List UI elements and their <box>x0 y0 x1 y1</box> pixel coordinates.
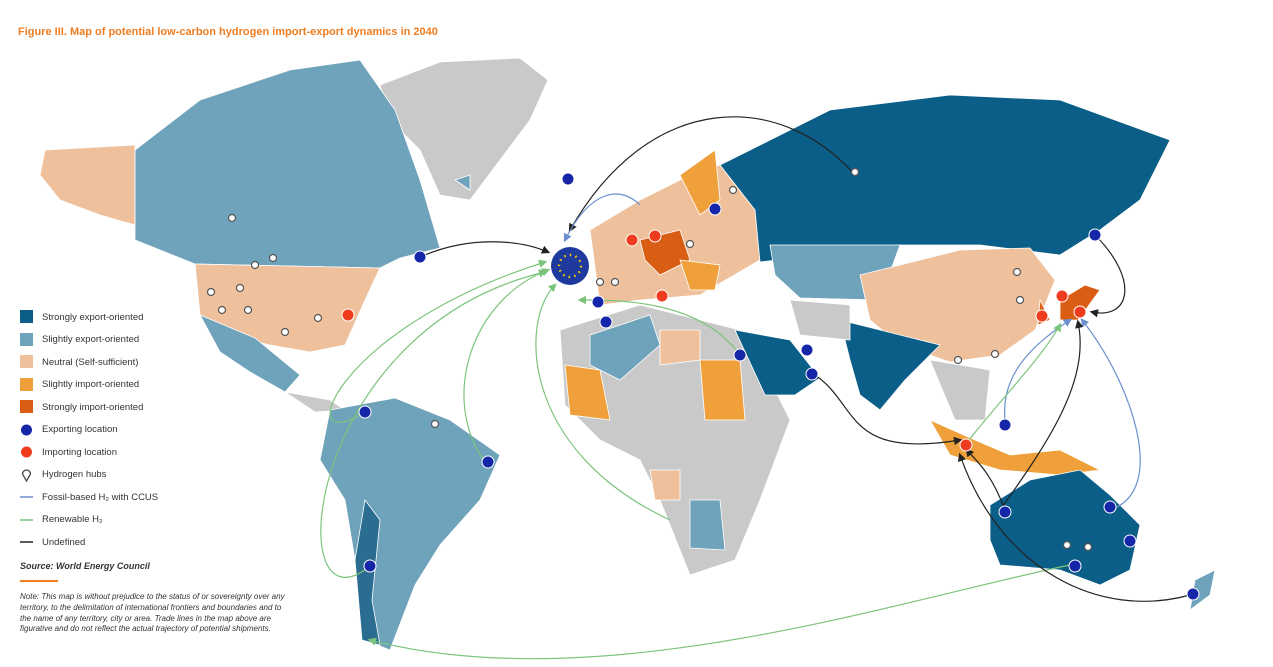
exporting-locations <box>358 172 1200 601</box>
hydrogen-hubs <box>206 167 1093 552</box>
legend-label: Fossil-based H₂ with CCUS <box>42 491 159 503</box>
legend-item: Hydrogen hubs <box>20 464 158 487</box>
figure-title: Figure III. Map of potential low-carbon … <box>18 26 438 38</box>
eu-symbol <box>551 247 589 285</box>
legend-label: Undefined <box>42 536 86 548</box>
legend-item: Fossil-based H₂ with CCUS <box>20 486 158 509</box>
trade-routes <box>320 116 1191 660</box>
legend-item: Slightly import-oriented <box>20 374 158 397</box>
countries <box>39 57 1216 651</box>
importing-locations <box>341 229 1087 452</box>
legend-item: Exporting location <box>20 419 158 442</box>
legend: Strongly export-oriented Slightly export… <box>20 306 158 554</box>
legend-label: Strongly import-oriented <box>42 401 144 413</box>
legend-label: Strongly export-oriented <box>42 311 144 323</box>
legend-item: Slightly export-oriented <box>20 329 158 352</box>
legend-label: Exporting location <box>42 424 118 436</box>
source: Source: World Energy Council <box>20 561 150 571</box>
legend-item: Undefined <box>20 531 158 554</box>
legend-item: Strongly export-oriented <box>20 306 158 329</box>
legend-label: Slightly export-oriented <box>42 334 140 346</box>
legend-item: Strongly import-oriented <box>20 396 158 419</box>
legend-label: Neutral (Self-sufficient) <box>42 356 139 368</box>
legend-label: Renewable H₂ <box>42 514 103 526</box>
legend-label: Importing location <box>42 446 117 458</box>
legend-label: Hydrogen hubs <box>42 469 107 481</box>
legend-item: Importing location <box>20 441 158 464</box>
legend-item: Neutral (Self-sufficient) <box>20 351 158 374</box>
legend-item: Renewable H₂ <box>20 509 158 532</box>
note: Note: This map is without prejudice to t… <box>20 592 285 634</box>
divider <box>20 580 58 582</box>
legend-label: Slightly import-oriented <box>42 379 140 391</box>
